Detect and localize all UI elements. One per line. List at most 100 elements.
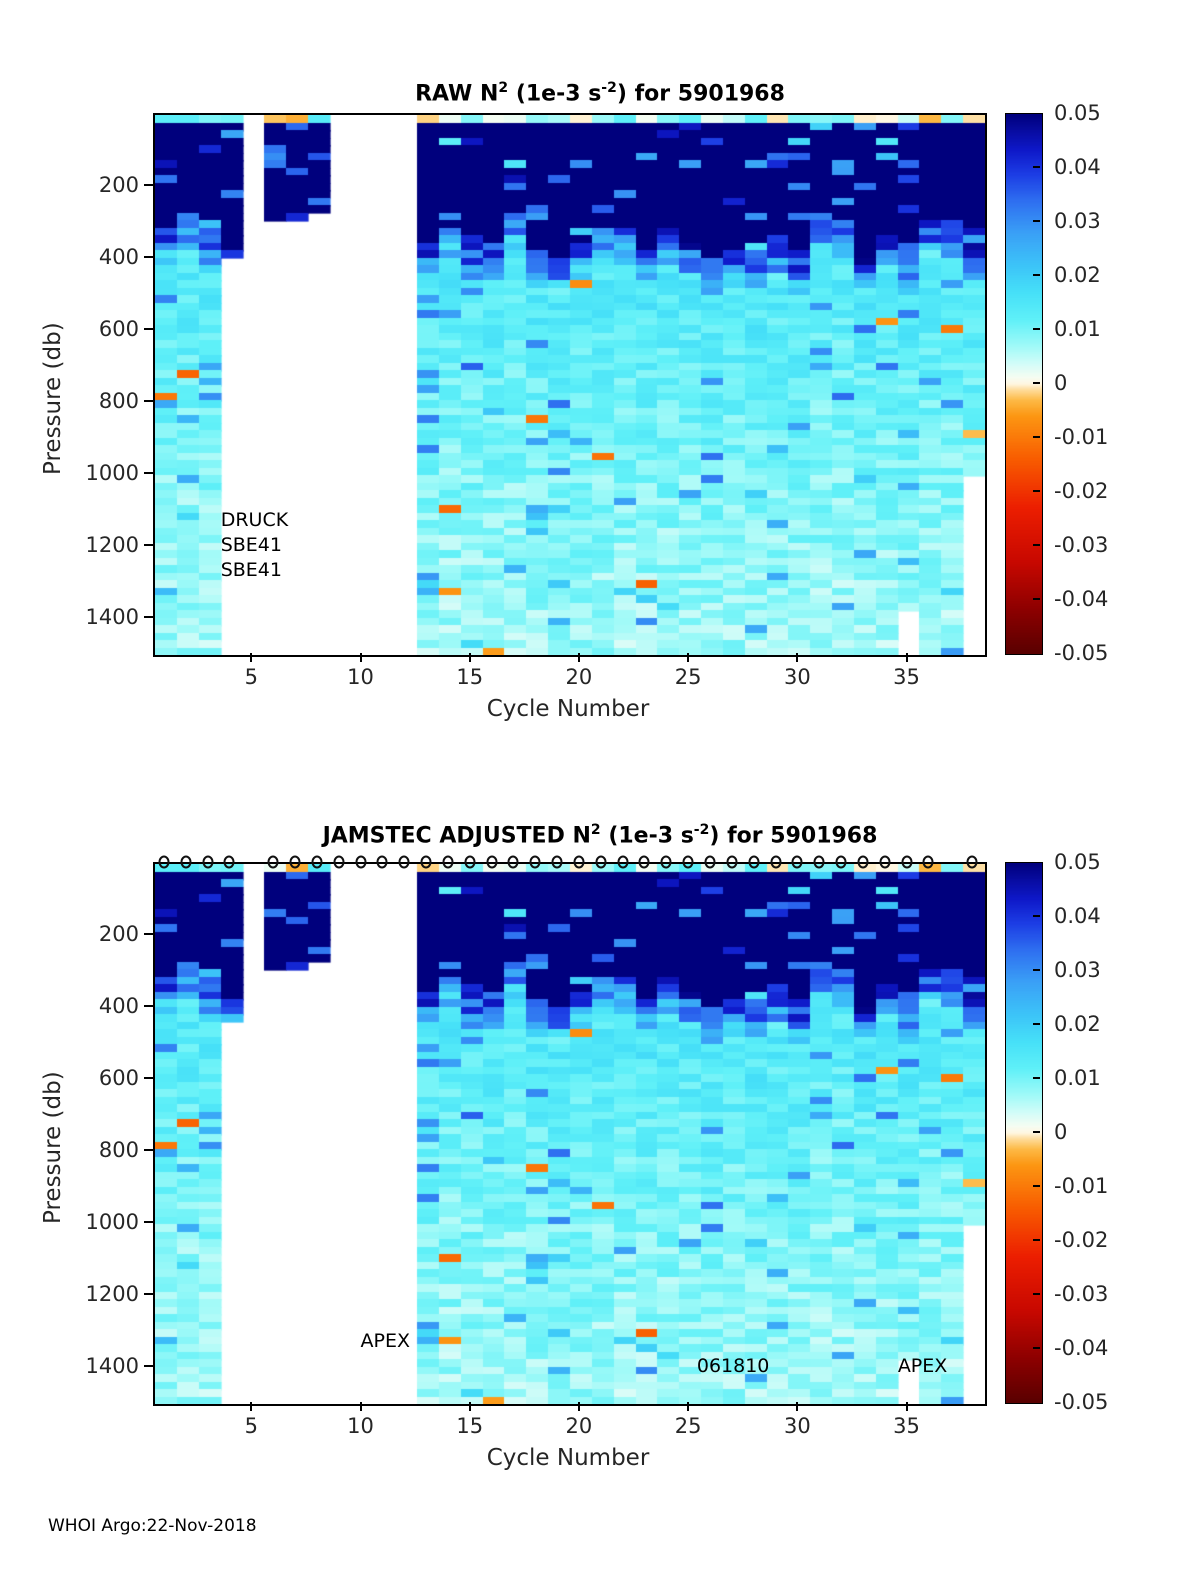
cycle-marker-icon — [376, 855, 388, 869]
y-tick-mark — [144, 472, 153, 474]
colorbar-tick-label: 0 — [1054, 1120, 1068, 1144]
y-tick-mark — [144, 1221, 153, 1223]
y-tick-mark — [144, 400, 153, 402]
cycle-marker-icon — [486, 855, 498, 869]
cycle-marker-icon — [180, 855, 192, 869]
x-tick-mark — [468, 1402, 471, 1411]
cycle-marker-icon — [355, 855, 366, 869]
y-tick-mark — [144, 544, 153, 546]
x-tick-mark — [796, 653, 799, 662]
footer-credit: WHOI Argo:22-Nov-2018 — [48, 1516, 257, 1536]
title-sup-2: -2 — [601, 80, 617, 96]
cycle-marker-icon — [289, 855, 301, 869]
x-tick-mark — [905, 1402, 908, 1411]
x-tick-label: 25 — [674, 1414, 702, 1438]
x-tick-mark — [359, 1402, 362, 1411]
y-tick-label: 1400 — [85, 1354, 139, 1378]
colorbar-tick-mark — [1033, 1185, 1040, 1187]
cycle-marker-icon — [835, 855, 847, 869]
cycle-marker-icon — [595, 855, 607, 869]
x-tick-mark — [796, 1402, 799, 1411]
cycle-marker-icon — [879, 855, 891, 869]
cycle-marker-icon — [442, 855, 454, 869]
plot-title-adjusted: JAMSTEC ADJUSTED N2 (1e-3 s-2) for 59019… — [0, 822, 1200, 848]
y-tick-label: 200 — [98, 173, 139, 197]
colorbar-tick-label: -0.05 — [1054, 1390, 1109, 1414]
colorbar-tick-mark — [1033, 220, 1040, 222]
cycle-marker-icon — [420, 855, 432, 869]
colorbar-tick-mark — [1033, 915, 1040, 917]
x-tick-label: 20 — [565, 1414, 593, 1438]
plot-area-adjusted[interactable] — [153, 862, 987, 1406]
x-tick-label: 5 — [244, 1414, 258, 1438]
plot-title-raw: RAW N2 (1e-3 s-2) for 5901968 — [0, 80, 1200, 106]
x-tick-label: 5 — [244, 665, 258, 689]
heatmap-canvas-raw — [155, 115, 985, 655]
cycle-marker-icon — [901, 855, 913, 869]
cycle-marker-icon — [507, 855, 519, 869]
colorbar-tick-mark — [1033, 969, 1040, 971]
title-prefix: RAW N — [415, 81, 499, 107]
colorbar-tick-label: 0.02 — [1054, 1012, 1101, 1036]
x-tick-label: 25 — [674, 665, 702, 689]
colorbar-adjusted — [1005, 862, 1043, 1404]
colorbar-canvas-adjusted — [1006, 863, 1042, 1403]
colorbar-tick-label: -0.03 — [1054, 1282, 1109, 1306]
colorbar-tick-label: 0.05 — [1054, 101, 1101, 125]
y-tick-label: 1400 — [85, 605, 139, 629]
title-prefix: JAMSTEC ADJUSTED N — [322, 823, 591, 849]
title-suffix: ) for 5901968 — [616, 81, 785, 107]
colorbar-raw — [1005, 113, 1043, 655]
colorbar-tick-mark — [1033, 490, 1040, 492]
x-tick-label: 15 — [456, 1414, 484, 1438]
cycle-marker-icon — [573, 855, 585, 869]
colorbar-tick-mark — [1033, 274, 1040, 276]
x-tick-label: 20 — [565, 665, 593, 689]
y-tick-label: 800 — [98, 389, 139, 413]
colorbar-tick-mark — [1033, 166, 1040, 168]
cycle-marker-icon — [464, 855, 476, 869]
cycle-marker-icon — [158, 855, 170, 869]
plot-annotation: APEX — [897, 1355, 948, 1377]
x-axis-label-adjusted: Cycle Number — [486, 1445, 650, 1471]
colorbar-tick-mark — [1033, 1347, 1040, 1349]
cycle-marker-icon — [770, 855, 781, 869]
cycle-marker-icon — [398, 855, 410, 869]
plot-area-raw[interactable] — [153, 113, 987, 657]
title-sup-1: 2 — [590, 822, 601, 838]
y-tick-mark — [144, 933, 153, 935]
colorbar-tick-label: 0.03 — [1054, 958, 1101, 982]
cycle-marker-icon — [267, 855, 279, 869]
colorbar-tick-mark — [1033, 1131, 1040, 1133]
y-tick-mark — [144, 328, 153, 330]
plot-annotation: DRUCK — [220, 508, 289, 531]
y-tick-label: 1200 — [85, 1282, 139, 1306]
title-mid: (1e-3 s — [508, 81, 602, 107]
colorbar-tick-mark — [1033, 382, 1040, 384]
y-tick-mark — [144, 1005, 153, 1007]
colorbar-tick-mark — [1033, 544, 1040, 546]
cycle-marker-icon — [638, 855, 650, 869]
cycle-marker-icon — [682, 855, 694, 869]
cycle-marker-icon — [726, 855, 738, 869]
x-tick-label: 35 — [893, 1414, 920, 1438]
cycle-marker-icon — [617, 855, 629, 869]
title-mid: (1e-3 s — [600, 823, 694, 849]
cycle-marker-icon — [704, 855, 716, 869]
y-tick-label: 600 — [98, 317, 139, 341]
colorbar-tick-label: 0.01 — [1054, 1066, 1101, 1090]
colorbar-tick-label: -0.04 — [1054, 1336, 1109, 1360]
colorbar-tick-label: -0.02 — [1054, 479, 1109, 503]
cycle-marker-icon — [223, 855, 235, 869]
colorbar-canvas-raw — [1006, 114, 1042, 654]
colorbar-tick-mark — [1033, 1239, 1040, 1241]
colorbar-tick-mark — [1033, 436, 1040, 438]
colorbar-tick-label: 0.02 — [1054, 263, 1101, 287]
y-tick-label: 200 — [98, 922, 139, 946]
y-tick-mark — [144, 1077, 153, 1079]
y-tick-label: 400 — [98, 994, 139, 1018]
x-tick-label: 35 — [893, 665, 920, 689]
x-tick-mark — [359, 653, 362, 662]
x-axis-label-raw: Cycle Number — [486, 696, 650, 722]
cycle-marker-icon — [748, 855, 760, 869]
